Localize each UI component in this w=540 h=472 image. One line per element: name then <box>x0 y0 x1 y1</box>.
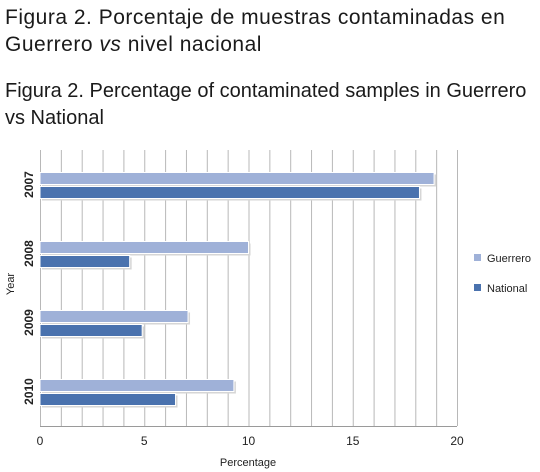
bar-guerrero-2007 <box>39 172 435 185</box>
chart-bars <box>39 172 437 408</box>
bar-national-2007 <box>39 186 420 199</box>
y-axis-label: Year <box>5 273 17 296</box>
x-tick-label: 5 <box>141 434 148 448</box>
y-category-label: 2009 <box>22 309 36 336</box>
y-category-label: 2010 <box>22 378 36 405</box>
x-tick-label: 0 <box>37 434 44 448</box>
figure-caption-spanish: Figura 2. Porcentaje de muestras contami… <box>5 4 535 58</box>
bar-national-2008 <box>39 255 131 268</box>
y-category-label: 2008 <box>22 240 36 267</box>
y-category-label: 2007 <box>22 171 36 198</box>
legend-label-national: National <box>487 283 527 295</box>
caption-es-line-2: Guerrero vs nivel nacional <box>5 31 535 58</box>
chart-legend: Guerrero National <box>474 253 531 295</box>
figure-caption-english: Figura 2. Percentage of contaminated sam… <box>5 78 535 132</box>
caption-es-text: Guerrero <box>5 33 100 56</box>
legend-label-guerrero: Guerrero <box>487 253 531 265</box>
bar-national-2009 <box>39 324 143 337</box>
bar-national-2010 <box>39 393 177 406</box>
legend-swatch-guerrero <box>474 254 481 261</box>
x-tick-label: 20 <box>450 434 464 448</box>
caption-es-line-1: Figura 2. Porcentaje de muestras contami… <box>5 6 506 29</box>
bar-guerrero-2009 <box>39 310 189 323</box>
y-axis-categories: 2007 2008 2009 2010 <box>22 171 36 405</box>
caption-es-text-end: nivel nacional <box>121 33 262 56</box>
caption-en-line-2: vs National <box>5 107 104 129</box>
x-tick-label: 15 <box>346 434 360 448</box>
x-axis-ticks: 0 5 10 15 20 <box>37 434 464 448</box>
bar-guerrero-2008 <box>39 241 249 254</box>
caption-en-line-1: Figura 2. Percentage of contaminated sam… <box>5 80 527 102</box>
x-tick-label: 10 <box>242 434 256 448</box>
legend-swatch-national <box>474 284 481 291</box>
caption-es-vs: vs <box>99 33 122 56</box>
x-axis-label: Percentage <box>220 457 276 469</box>
bar-guerrero-2010 <box>39 379 235 392</box>
